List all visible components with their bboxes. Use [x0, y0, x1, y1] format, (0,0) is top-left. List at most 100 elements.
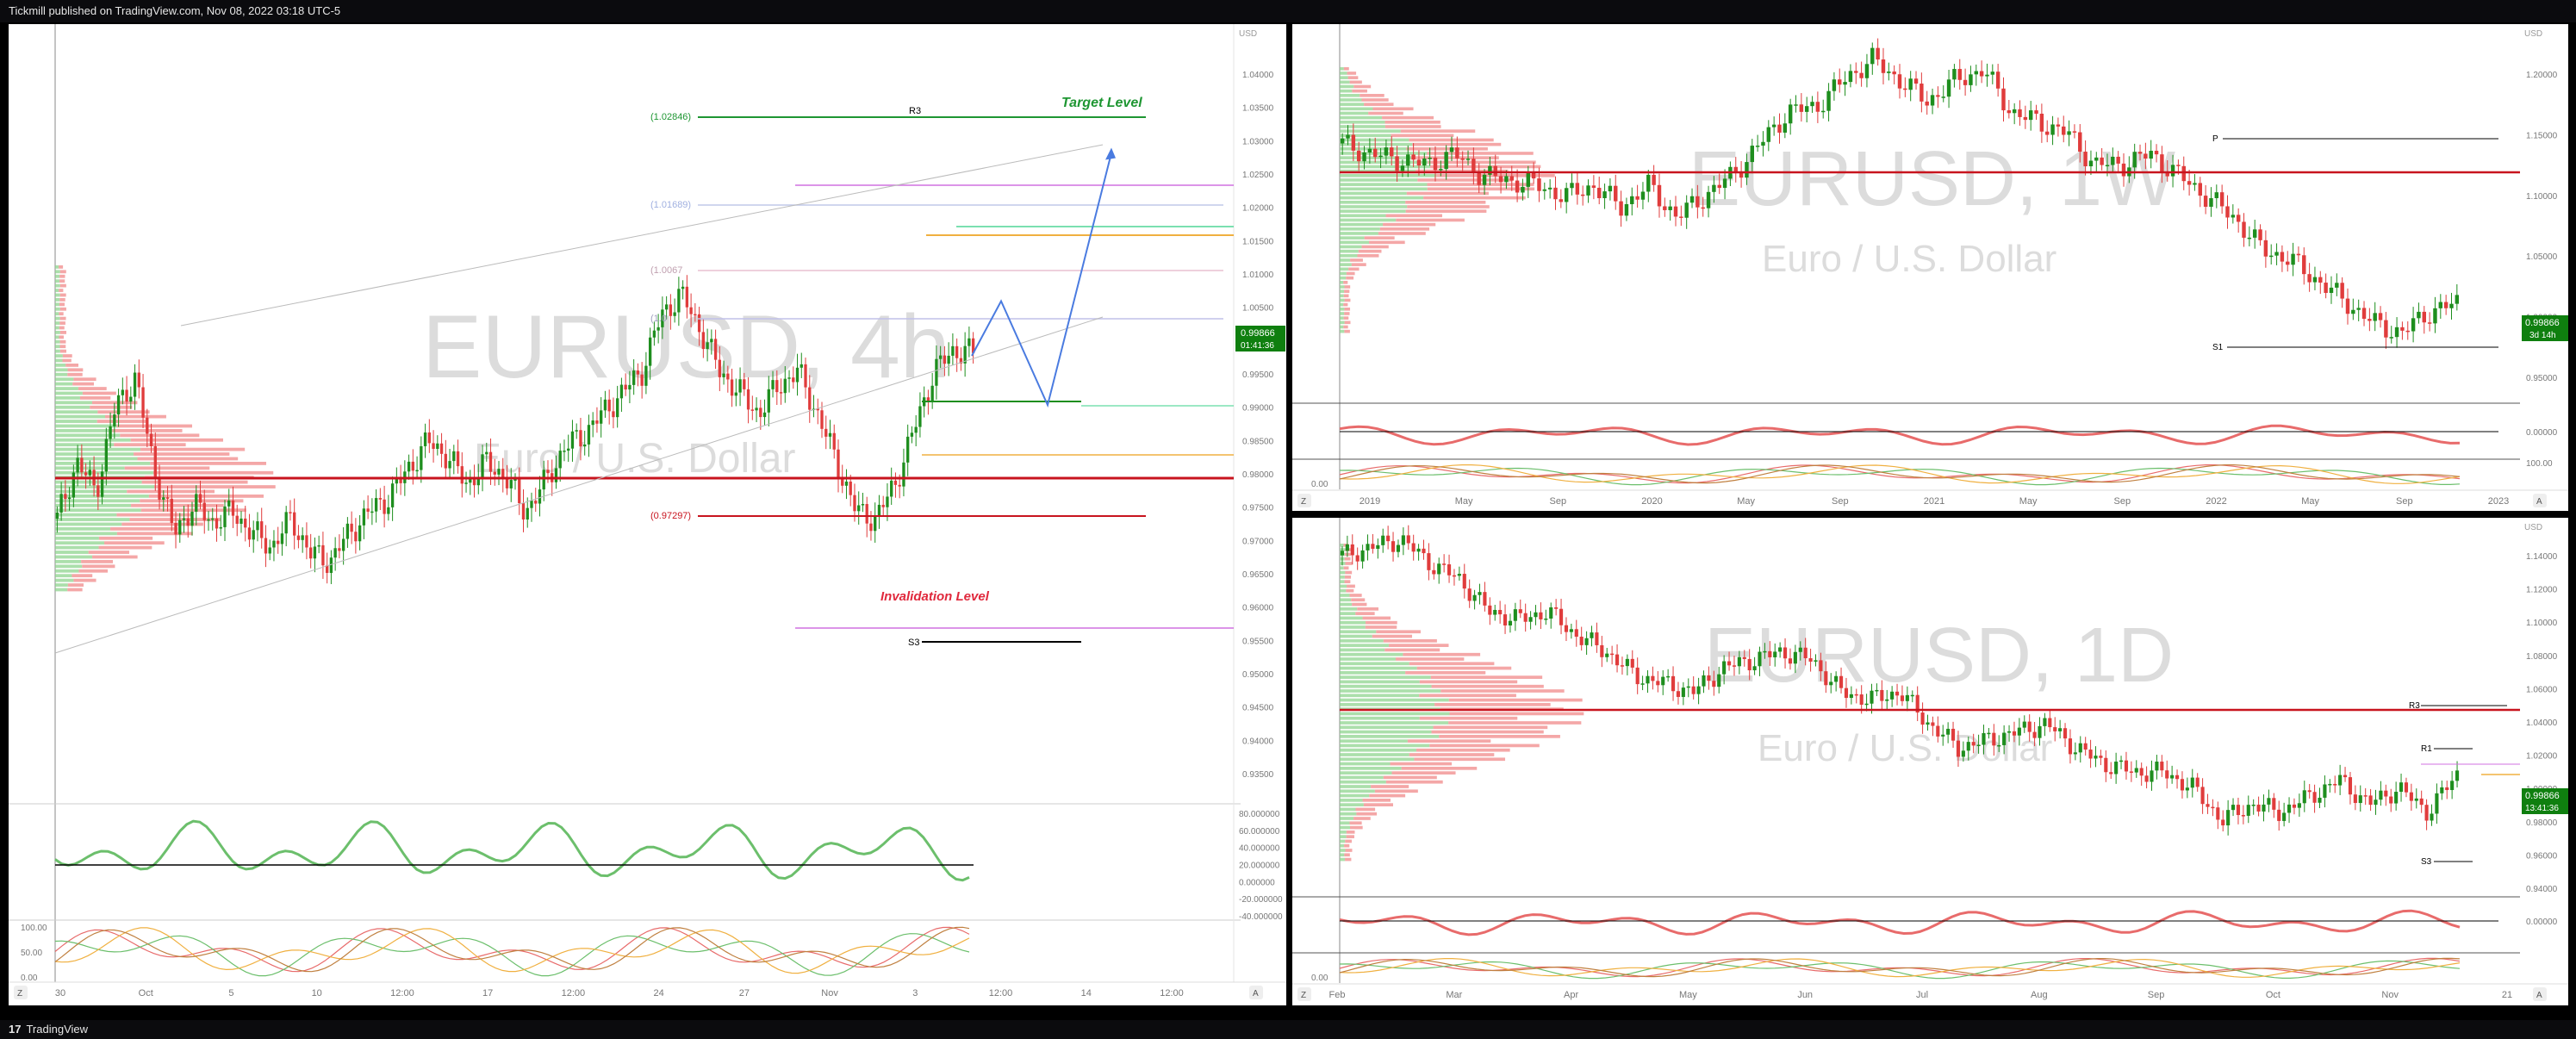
- profile-bar-sell: [1357, 607, 1378, 611]
- profile-bar-buy: [55, 298, 60, 302]
- tradingview-logo-icon: 17: [9, 1023, 22, 1036]
- chart-1d-svg[interactable]: EURUSD, 1D Euro / U.S. Dollar R3 R1 S3 1…: [1292, 518, 2568, 1005]
- time-tick-label: May: [1737, 496, 1755, 507]
- profile-bar-buy: [1340, 739, 1408, 743]
- candle-body: [505, 478, 509, 488]
- candle-body: [2312, 277, 2318, 283]
- candle-body: [1462, 574, 1466, 589]
- profile-bar-sell: [1345, 562, 1353, 565]
- time-axis[interactable]: Feb Mar Apr May Jun Jul Aug Sep Oct Nov 21: [1329, 990, 2513, 1000]
- auto-scale-button[interactable]: [2533, 494, 2547, 507]
- candle-body: [2256, 804, 2261, 812]
- profile-bar-buy: [1340, 594, 1350, 597]
- profile-bar-sell: [1431, 684, 1544, 688]
- candle-body: [1951, 728, 1956, 741]
- profile-bar-sell: [1344, 285, 1351, 289]
- candle-body: [395, 478, 399, 484]
- profile-bar-sell: [1353, 84, 1372, 89]
- candle-body: [2175, 775, 2180, 780]
- candle-body: [681, 286, 685, 289]
- candles: [1340, 38, 2460, 349]
- candle-body: [603, 399, 607, 411]
- z-button[interactable]: [1297, 987, 1311, 1001]
- time-tick-label: 17: [482, 988, 493, 999]
- z-button[interactable]: [14, 986, 28, 999]
- chart-panel-1d[interactable]: EURUSD, 1D Euro / U.S. Dollar R3 R1 S3 1…: [1292, 518, 2568, 1005]
- candle-body: [1854, 71, 1858, 73]
- profile-bar-sell: [1448, 721, 1582, 725]
- candle-body: [2455, 295, 2460, 304]
- z-button[interactable]: [1297, 494, 1311, 507]
- chart-4h-svg[interactable]: EURUSD, 4h Euro / U.S. Dollar (1.02846) …: [9, 24, 1286, 1005]
- profile-bar-sell: [116, 513, 192, 517]
- candle-body: [1804, 106, 1809, 112]
- time-axis[interactable]: 30 Oct 5 10 12:00 17 12:00 24 27 Nov 3 12:00 14 12:00: [55, 988, 1184, 999]
- profile-bar-sell: [67, 372, 83, 376]
- profile-bar-sell: [1344, 843, 1350, 848]
- chart-1w-svg[interactable]: EURUSD, 1W Euro / U.S. Dollar P S1 1.200…: [1292, 24, 2568, 511]
- price-tick-label: 0.98000: [1242, 470, 1274, 480]
- price-tick-label: 0.96000: [1242, 604, 1274, 613]
- price-tick-label: 1.02000: [2526, 752, 2558, 762]
- candle-body: [832, 432, 836, 450]
- auto-scale-button[interactable]: [1249, 986, 1263, 999]
- time-tick-label: Sep: [2396, 496, 2413, 507]
- price-axis[interactable]: 1.04000 1.03500 1.03000 1.02500 1.02000 1.015…: [1242, 71, 1274, 780]
- profile-bar-buy: [1340, 254, 1358, 258]
- candle-body: [2363, 795, 2368, 797]
- candle-body: [1752, 666, 1757, 671]
- candle-body: [869, 523, 873, 532]
- profile-bar-sell: [1368, 111, 1403, 115]
- candle-body: [1472, 594, 1477, 601]
- profile-bar-sell: [82, 564, 115, 569]
- time-axis[interactable]: 2019 May Sep 2020 May Sep 2021 May Sep 2022 May Sep…: [1360, 496, 2509, 507]
- candle-body: [1580, 194, 1585, 196]
- time-tick-label: Jun: [1797, 990, 1813, 1000]
- candle-body: [1890, 691, 1895, 700]
- description-watermark: Euro / U.S. Dollar: [474, 436, 795, 482]
- candle-body: [1905, 694, 1909, 701]
- auto-scale-label: A: [2536, 991, 2542, 1000]
- profile-bar-buy: [55, 312, 59, 316]
- candle-body: [1702, 675, 1706, 687]
- candle-body: [600, 410, 603, 424]
- candle-body: [1591, 185, 1596, 188]
- profile-bar-buy: [55, 401, 92, 405]
- candle-body: [1814, 660, 1818, 662]
- price-tick-label: 0.94000: [2526, 885, 2558, 894]
- profile-bar-buy: [1340, 853, 1345, 857]
- candle-body: [1848, 71, 1853, 83]
- profile-bar-buy: [55, 345, 60, 349]
- candle-body: [354, 532, 358, 542]
- candle-body: [1449, 147, 1454, 152]
- profile-bar-sell: [140, 508, 246, 513]
- candle-body: [1963, 79, 1968, 85]
- candle-body: [734, 392, 737, 396]
- profile-bar-buy: [1340, 662, 1409, 666]
- candle-body: [2053, 727, 2057, 731]
- time-tick-label: Nov: [2381, 990, 2399, 1000]
- candle-body: [2028, 110, 2033, 121]
- profile-bar-sell: [88, 551, 130, 554]
- candle-body: [713, 339, 718, 360]
- price-tick-label: 0.98500: [1242, 437, 1274, 446]
- auto-scale-button[interactable]: [2533, 987, 2547, 1001]
- projection-path: [971, 152, 1112, 408]
- candle-body: [1569, 629, 1573, 632]
- candle-body: [1684, 202, 1689, 218]
- oscillator-zero-label: 0.00000: [2526, 918, 2558, 927]
- profile-bar-buy: [1340, 799, 1363, 802]
- profile-bar-sell: [1362, 616, 1391, 620]
- chart-panel-4h[interactable]: EURUSD, 4h Euro / U.S. Dollar (1.02846) …: [9, 24, 1286, 1005]
- z-button-label: Z: [1301, 991, 1306, 1000]
- candle-body: [2124, 760, 2129, 772]
- chart-panel-1w[interactable]: EURUSD, 1W Euro / U.S. Dollar P S1 1.200…: [1292, 24, 2568, 511]
- candle-body: [1821, 110, 1826, 113]
- stochastic-line: [54, 933, 970, 977]
- profile-bar-sell: [116, 424, 193, 428]
- candle-body: [2221, 819, 2225, 826]
- candle-body: [2236, 805, 2241, 816]
- profile-bar-sell: [1383, 639, 1437, 643]
- candle-body: [795, 367, 800, 383]
- profile-bar-sell: [67, 583, 84, 587]
